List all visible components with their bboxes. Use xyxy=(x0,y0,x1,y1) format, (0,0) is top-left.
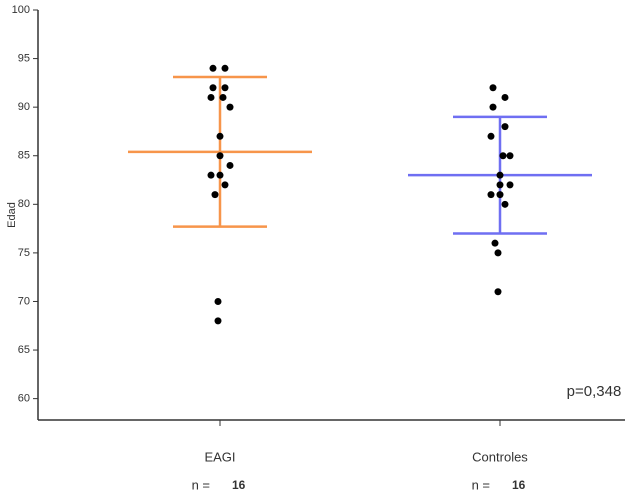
data-point xyxy=(494,249,502,257)
data-point xyxy=(214,297,222,305)
data-point xyxy=(221,84,229,92)
data-point xyxy=(226,161,234,169)
data-point xyxy=(487,132,495,140)
data-point xyxy=(499,152,507,160)
data-point xyxy=(489,84,497,92)
data-point xyxy=(221,181,229,189)
n-label: n = xyxy=(192,477,210,492)
annotation: p=0,348 xyxy=(567,383,622,400)
data-point xyxy=(506,152,514,160)
data-point xyxy=(491,239,499,247)
x-tick-label: Controles xyxy=(472,449,528,464)
data-point xyxy=(216,171,224,179)
data-point xyxy=(211,191,219,199)
data-point xyxy=(209,84,217,92)
data-point xyxy=(496,191,504,199)
data-point xyxy=(226,103,234,111)
y-tick-label: 100 xyxy=(12,4,30,16)
data-point xyxy=(207,171,215,179)
x-tick-label: EAGI xyxy=(204,449,235,464)
n-value: 16 xyxy=(232,478,246,492)
n-value: 16 xyxy=(512,478,526,492)
y-tick-label: 70 xyxy=(18,295,30,307)
data-point xyxy=(214,317,222,325)
y-axis-label: Edad xyxy=(6,202,18,228)
y-tick-label: 75 xyxy=(18,247,30,259)
data-point xyxy=(216,152,224,160)
data-point xyxy=(221,64,229,72)
data-point xyxy=(216,132,224,140)
y-tick-label: 95 xyxy=(18,52,30,64)
data-point xyxy=(207,93,215,101)
data-point xyxy=(489,103,497,111)
y-tick-label: 80 xyxy=(18,198,30,210)
data-point xyxy=(219,93,227,101)
data-point xyxy=(496,181,504,189)
y-tick-label: 85 xyxy=(18,150,30,162)
data-point xyxy=(487,191,495,199)
data-point xyxy=(209,64,217,72)
data-point xyxy=(506,181,514,189)
y-tick-label: 90 xyxy=(18,101,30,113)
y-tick-label: 65 xyxy=(18,344,30,356)
data-point xyxy=(496,171,504,179)
y-tick-label: 60 xyxy=(18,393,30,405)
data-point xyxy=(494,288,502,296)
data-point xyxy=(501,200,509,208)
data-point xyxy=(501,93,509,101)
data-point xyxy=(501,123,509,131)
n-label: n = xyxy=(472,477,490,492)
